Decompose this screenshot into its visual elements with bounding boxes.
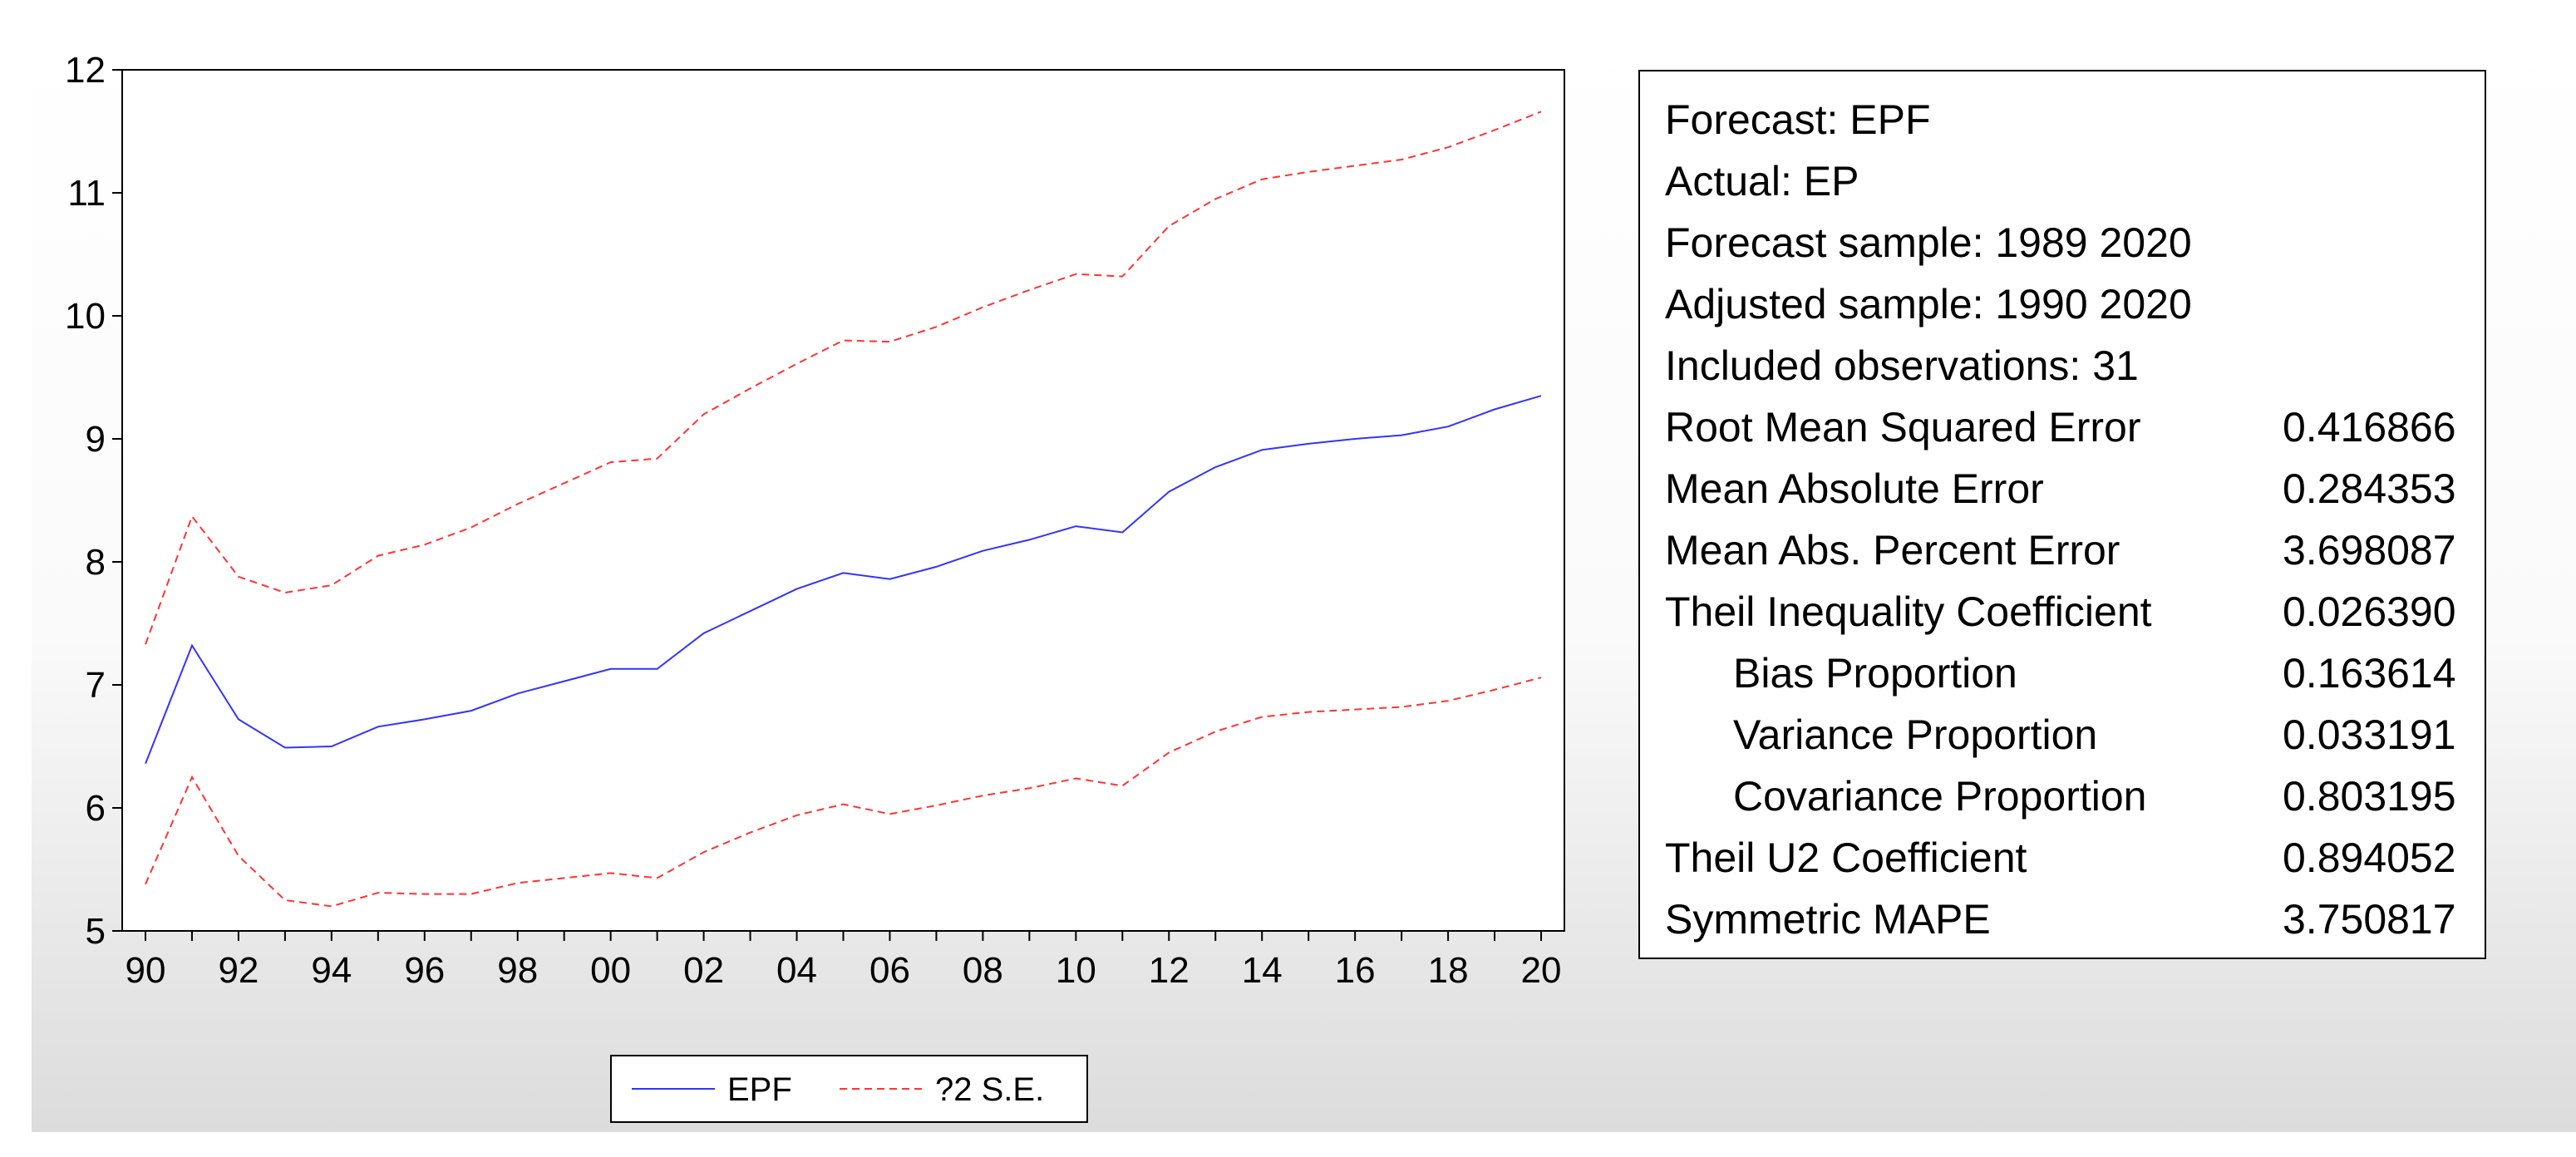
stats-label: Bias Proportion: [1733, 650, 2017, 697]
stats-label: Symmetric MAPE: [1665, 896, 1991, 943]
stats-header-text: Adjusted sample: 1990 2020: [1665, 281, 2192, 327]
y-tick-label: 11: [67, 173, 106, 214]
stats-header-forecast: Forecast: EPF: [1640, 89, 2488, 150]
stats-header-text: Forecast sample: 1989 2020: [1665, 219, 2192, 266]
x-tick-label: 00: [590, 950, 631, 991]
stats-row-theil: Theil Inequality Coefficient 0.026390: [1640, 581, 2488, 643]
stats-row-mae: Mean Absolute Error 0.284353: [1640, 458, 2488, 519]
x-tick-label: 96: [404, 950, 445, 991]
stats-value: 3.698087: [2283, 527, 2456, 574]
plot-area: [121, 69, 1565, 932]
x-tick-label: 12: [1149, 950, 1189, 991]
stats-value: 0.033191: [2283, 711, 2456, 758]
y-tick-label: 7: [86, 665, 106, 706]
stats-header-adjusted-sample: Adjusted sample: 1990 2020: [1640, 273, 2488, 335]
stats-header-actual: Actual: EP: [1640, 150, 2488, 212]
x-tick-label: 06: [869, 950, 910, 991]
stats-header-observations: Included observations: 31: [1640, 335, 2488, 396]
series-line-2: [145, 677, 1542, 908]
stats-label: Covariance Proportion: [1733, 773, 2147, 820]
series-layer: [145, 111, 1542, 908]
stats-row-theil-u2: Theil U2 Coefficient 0.894052: [1640, 827, 2488, 889]
stats-header-text: Forecast: EPF: [1665, 96, 1931, 143]
stats-header-forecast-sample: Forecast sample: 1989 2020: [1640, 212, 2488, 273]
stats-value: 0.894052: [2283, 835, 2456, 881]
y-axis: 5 6 7 8 9 10 11 12: [65, 50, 122, 952]
stats-row-covariance: Covariance Proportion 0.803195: [1640, 766, 2488, 827]
legend-label-epf: EPF: [727, 1071, 792, 1108]
x-tick-label: 92: [218, 950, 259, 991]
stats-value: 0.803195: [2283, 773, 2456, 820]
x-tick-label: 18: [1428, 950, 1469, 991]
stats-label: Variance Proportion: [1733, 711, 2098, 758]
y-tick-label: 10: [65, 296, 106, 337]
y-tick-label: 5: [86, 911, 106, 952]
legend: EPF ?2 S.E.: [610, 1055, 1088, 1123]
x-axis: 90 92 94 96 98 00 02 04 06 08 10 12 14 16 18 20: [126, 931, 1562, 991]
stats-value: 0.026390: [2283, 588, 2456, 635]
series-line-1: [145, 111, 1542, 645]
stats-label: Theil U2 Coefficient: [1665, 835, 2027, 881]
x-tick-label: 16: [1335, 950, 1376, 991]
stats-value: 0.163614: [2283, 650, 2456, 697]
stats-value: 0.416866: [2283, 404, 2456, 450]
x-tick-label: 98: [497, 950, 538, 991]
x-tick-label: 04: [776, 950, 817, 991]
stats-row-smape: Symmetric MAPE 3.750817: [1640, 889, 2488, 950]
stats-row-rmse: Root Mean Squared Error 0.416866: [1640, 396, 2488, 458]
stats-value: 0.284353: [2283, 465, 2456, 512]
y-tick-label: 12: [65, 50, 106, 91]
x-tick-label: 90: [126, 950, 166, 991]
stats-label: Root Mean Squared Error: [1665, 404, 2141, 450]
stats-header-text: Actual: EP: [1665, 158, 1859, 204]
stats-value: 3.750817: [2283, 896, 2456, 943]
x-tick-label: 02: [683, 950, 724, 991]
y-tick-label: 9: [86, 419, 106, 460]
stats-row-mape: Mean Abs. Percent Error 3.698087: [1640, 519, 2488, 581]
stats-row-bias: Bias Proportion 0.163614: [1640, 643, 2488, 704]
stats-header-text: Included observations: 31: [1665, 342, 2139, 389]
stats-row-variance: Variance Proportion 0.033191: [1640, 704, 2488, 766]
legend-label-2se: ?2 S.E.: [935, 1071, 1044, 1108]
x-tick-label: 08: [963, 950, 1003, 991]
forecast-statistics-box: Forecast: EPF Actual: EP Forecast sample…: [1638, 70, 2486, 959]
y-tick-label: 6: [86, 788, 106, 829]
x-tick-label: 20: [1521, 950, 1562, 991]
stats-label: Mean Abs. Percent Error: [1665, 527, 2120, 574]
x-tick-label: 14: [1242, 950, 1283, 991]
stats-label: Mean Absolute Error: [1665, 465, 2044, 512]
y-tick-label: 8: [86, 542, 106, 583]
x-tick-label: 94: [311, 950, 352, 991]
series-line-0: [145, 395, 1542, 765]
x-tick-label: 10: [1056, 950, 1096, 991]
stats-label: Theil Inequality Coefficient: [1665, 588, 2152, 635]
